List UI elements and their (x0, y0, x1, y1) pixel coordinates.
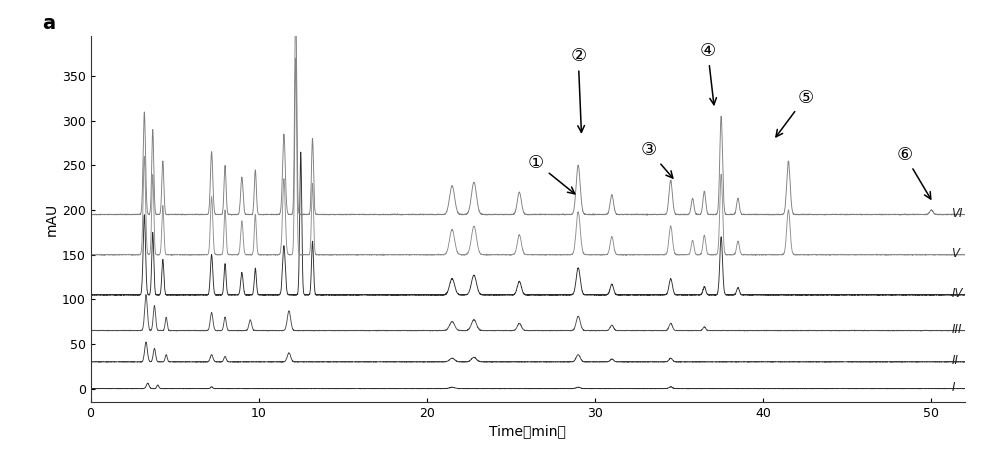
Text: a: a (42, 14, 56, 33)
Text: V: V (952, 247, 960, 260)
Text: ⑥: ⑥ (896, 146, 931, 199)
Text: ①: ① (528, 154, 575, 194)
Text: I: I (952, 381, 955, 394)
Y-axis label: mAU: mAU (45, 202, 59, 236)
Text: III: III (952, 323, 962, 336)
Text: IV: IV (952, 287, 963, 300)
Text: ⑤: ⑤ (776, 88, 813, 137)
Text: II: II (952, 354, 959, 367)
Text: ③: ③ (641, 141, 673, 178)
Text: ②: ② (570, 48, 586, 132)
Text: ④: ④ (700, 42, 716, 105)
X-axis label: Time（min）: Time（min） (489, 424, 566, 438)
Text: VI: VI (952, 207, 963, 220)
